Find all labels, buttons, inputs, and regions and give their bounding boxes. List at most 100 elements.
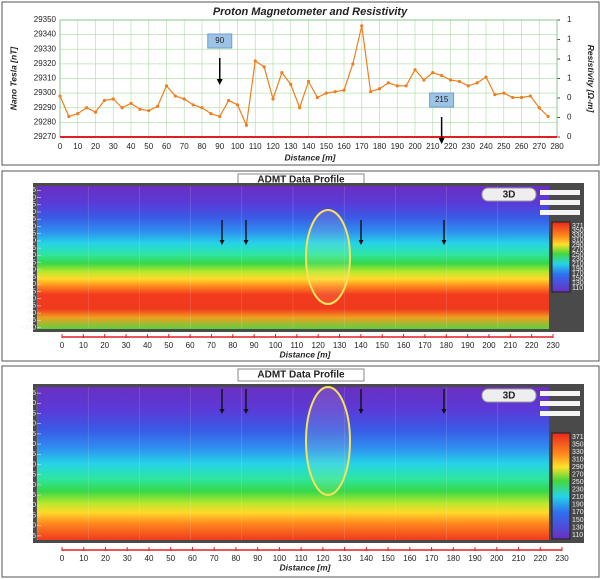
colorbar-label: 270 — [572, 472, 584, 479]
annotation-box — [429, 92, 455, 108]
colorbar-label: 130 — [572, 524, 584, 531]
x-tick-label: 100 — [231, 142, 245, 151]
admt-profile-2: ADMT Data Profile -5 -10 -15 -20 -25 -30 -35 -40… — [26, 368, 584, 572]
y-tick-label: 29350 — [34, 15, 57, 24]
colorbar-label: 250 — [572, 479, 584, 486]
admt-profile-1: ADMT Data Profile -5-10-15-20-25-30-35-40… — [22, 173, 584, 359]
x-tick-label: 70 — [207, 341, 216, 350]
title-box — [237, 368, 365, 382]
y-tick-label: 29300 — [34, 88, 57, 97]
x-tick-label: 180 — [440, 341, 454, 350]
y-tick-label: 29290 — [34, 103, 57, 112]
x-tick-label: 200 — [408, 142, 422, 151]
y-tick-label: -35 — [26, 231, 36, 238]
x-tick-label: 190 — [391, 142, 405, 151]
x-tick-label: 30 — [122, 341, 131, 350]
data-point — [493, 92, 497, 97]
colorbar-label: 190 — [572, 502, 584, 509]
x-tick-label: 50 — [144, 142, 153, 151]
y-tick-label: -95 — [26, 317, 36, 324]
view-button[interactable] — [481, 187, 537, 202]
y-tick-label: -70 — [26, 281, 36, 288]
toolbar-slot — [540, 411, 580, 416]
x-tick-label: 90 — [215, 142, 224, 151]
x-tick-label: 30 — [109, 142, 118, 151]
x-tick-label: 20 — [100, 341, 109, 350]
y-tick-label: 29330 — [34, 44, 57, 53]
y-tick-label: -15 — [26, 410, 36, 417]
x-tick-label: 150 — [376, 341, 390, 350]
data-point — [377, 87, 382, 91]
y2-tick-label: 0 — [567, 113, 572, 122]
x-tick-label: 180 — [373, 142, 387, 151]
data-point — [511, 95, 515, 100]
data-point — [519, 95, 524, 100]
x-tick-label: 0 — [60, 341, 65, 350]
data-point — [120, 106, 124, 110]
colorbar-label: 150 — [572, 517, 584, 524]
colorbar-label: 290 — [572, 242, 584, 249]
data-point — [333, 90, 337, 94]
data-point — [85, 106, 89, 110]
x-tick-label: 150 — [381, 554, 395, 563]
data-point — [475, 81, 479, 85]
x-tick-label: 170 — [418, 341, 432, 350]
data-point — [537, 106, 541, 110]
data-point — [448, 78, 453, 82]
y-tick-label: -45 — [26, 245, 36, 252]
y-tick-label: 29340 — [34, 30, 57, 39]
arrow-head — [216, 79, 223, 85]
data-point — [147, 109, 151, 113]
toolbar-slot — [540, 210, 580, 215]
x-tick-label: 110 — [295, 554, 308, 563]
view-button[interactable] — [481, 388, 537, 403]
y-tick-label: -80 — [26, 296, 36, 303]
data-point — [111, 97, 115, 101]
x-tick-label: 70 — [210, 554, 219, 563]
y2-tick-label: 1 — [567, 74, 572, 83]
x-tick-label: 120 — [266, 142, 280, 151]
data-point — [404, 84, 408, 88]
x-tick-label: 140 — [302, 142, 316, 151]
x-tick-label: 10 — [79, 554, 88, 563]
y-tick-label: -40 — [26, 238, 36, 245]
y-tick-label: -15 — [26, 202, 36, 209]
y2-tick-label: 1 — [567, 15, 572, 24]
colorbar-label: 330 — [572, 449, 584, 456]
x-tick-label: 130 — [338, 554, 352, 563]
data-point — [244, 123, 248, 127]
y-tick-label: -70 — [26, 523, 36, 530]
colorbar-label: 310 — [572, 456, 584, 463]
data-point — [289, 82, 293, 86]
x-tick-label: 20 — [91, 142, 100, 151]
x-tick-label: 200 — [482, 341, 496, 350]
data-point — [58, 94, 62, 98]
y-tick-label: 29320 — [34, 59, 57, 68]
data-point — [298, 106, 302, 110]
chart-title: ADMT Data Profile — [257, 175, 345, 186]
x-tick-label: 40 — [127, 142, 136, 151]
view-button-label[interactable]: 3D — [503, 391, 516, 402]
y-tick-label: -25 — [26, 431, 36, 438]
toolbar-slot — [540, 391, 580, 396]
colorbar-label: 270 — [572, 247, 584, 254]
y2-axis-label: Resistivity [Ω-m] — [586, 45, 596, 114]
data-point — [466, 84, 470, 88]
toolbar-slot — [540, 401, 580, 406]
colorbar-label: 130 — [572, 280, 584, 287]
colorbar — [551, 221, 571, 293]
arrow-head — [441, 409, 447, 414]
x-tick-label: 0 — [58, 142, 63, 151]
x-tick-label: 230 — [462, 142, 476, 151]
x-tick-label: 40 — [143, 341, 152, 350]
colorbar-label: 330 — [572, 232, 584, 239]
view-button-label[interactable]: 3D — [503, 190, 516, 201]
x-tick-label: 220 — [534, 554, 548, 563]
x-axis-label: Distance [m] — [279, 349, 331, 359]
x-tick-label: 100 — [273, 554, 287, 563]
data-point — [315, 95, 319, 100]
x-tick-label: 120 — [311, 341, 325, 350]
y-tick-label: -30 — [26, 223, 36, 230]
panel-frame — [1, 1, 600, 166]
y-tick-label: -50 — [26, 482, 36, 489]
